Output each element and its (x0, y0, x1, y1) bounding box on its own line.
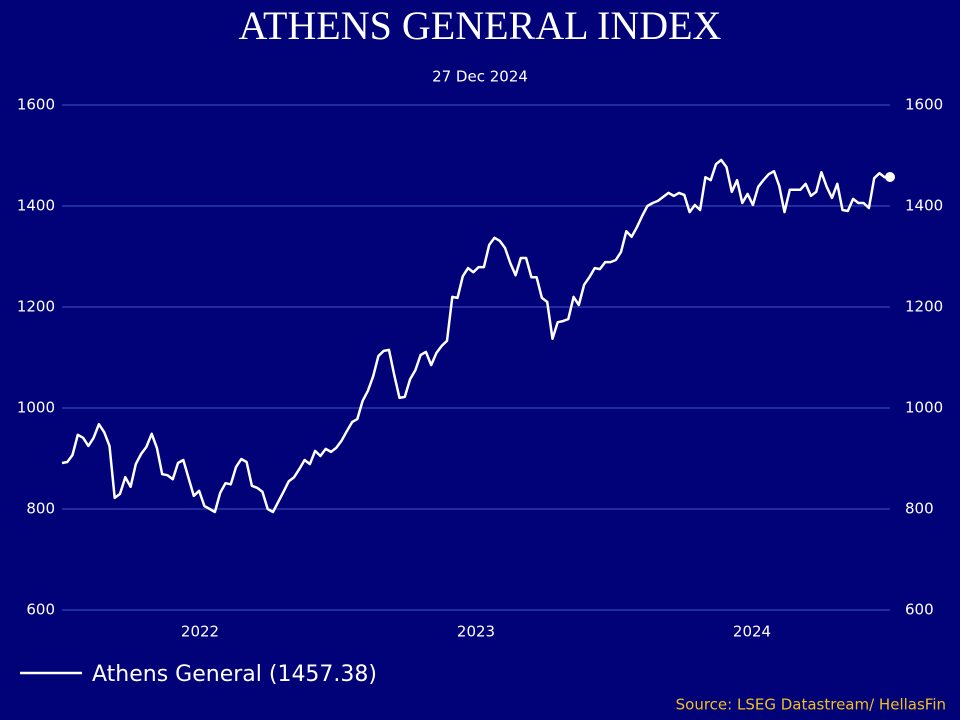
y2-tick-label: 600 (905, 601, 934, 619)
y-tick-label: 800 (26, 500, 55, 518)
end-point (885, 172, 895, 183)
y2-tick-label: 1000 (905, 399, 943, 417)
y2-tick-label: 1200 (905, 298, 943, 316)
y-tick-label: 1200 (17, 298, 55, 316)
chart-subtitle: 27 Dec 2024 (432, 68, 528, 86)
legend-label: Athens General (1457.38) (92, 662, 377, 687)
y2-tick-label: 1400 (905, 197, 943, 215)
y-tick-label: 1400 (17, 197, 55, 215)
y2-tick-label: 1600 (905, 96, 943, 114)
y-tick-label: 600 (26, 601, 55, 619)
x-tick-label: 2022 (181, 623, 219, 641)
x-tick-label: 2023 (457, 623, 495, 641)
x-tick-label: 2024 (733, 623, 771, 641)
chart-title: ATHENS GENERAL INDEX (239, 3, 722, 48)
y2-tick-label: 800 (905, 500, 934, 518)
y-tick-label: 1600 (17, 96, 55, 114)
y-tick-label: 1000 (17, 399, 55, 417)
data-line (61, 158, 891, 514)
source-note: Source: LSEG Datastream/ HellasFin (676, 696, 946, 714)
